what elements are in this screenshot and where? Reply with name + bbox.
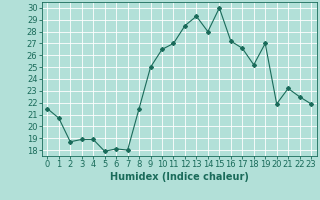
X-axis label: Humidex (Indice chaleur): Humidex (Indice chaleur) [110, 172, 249, 182]
